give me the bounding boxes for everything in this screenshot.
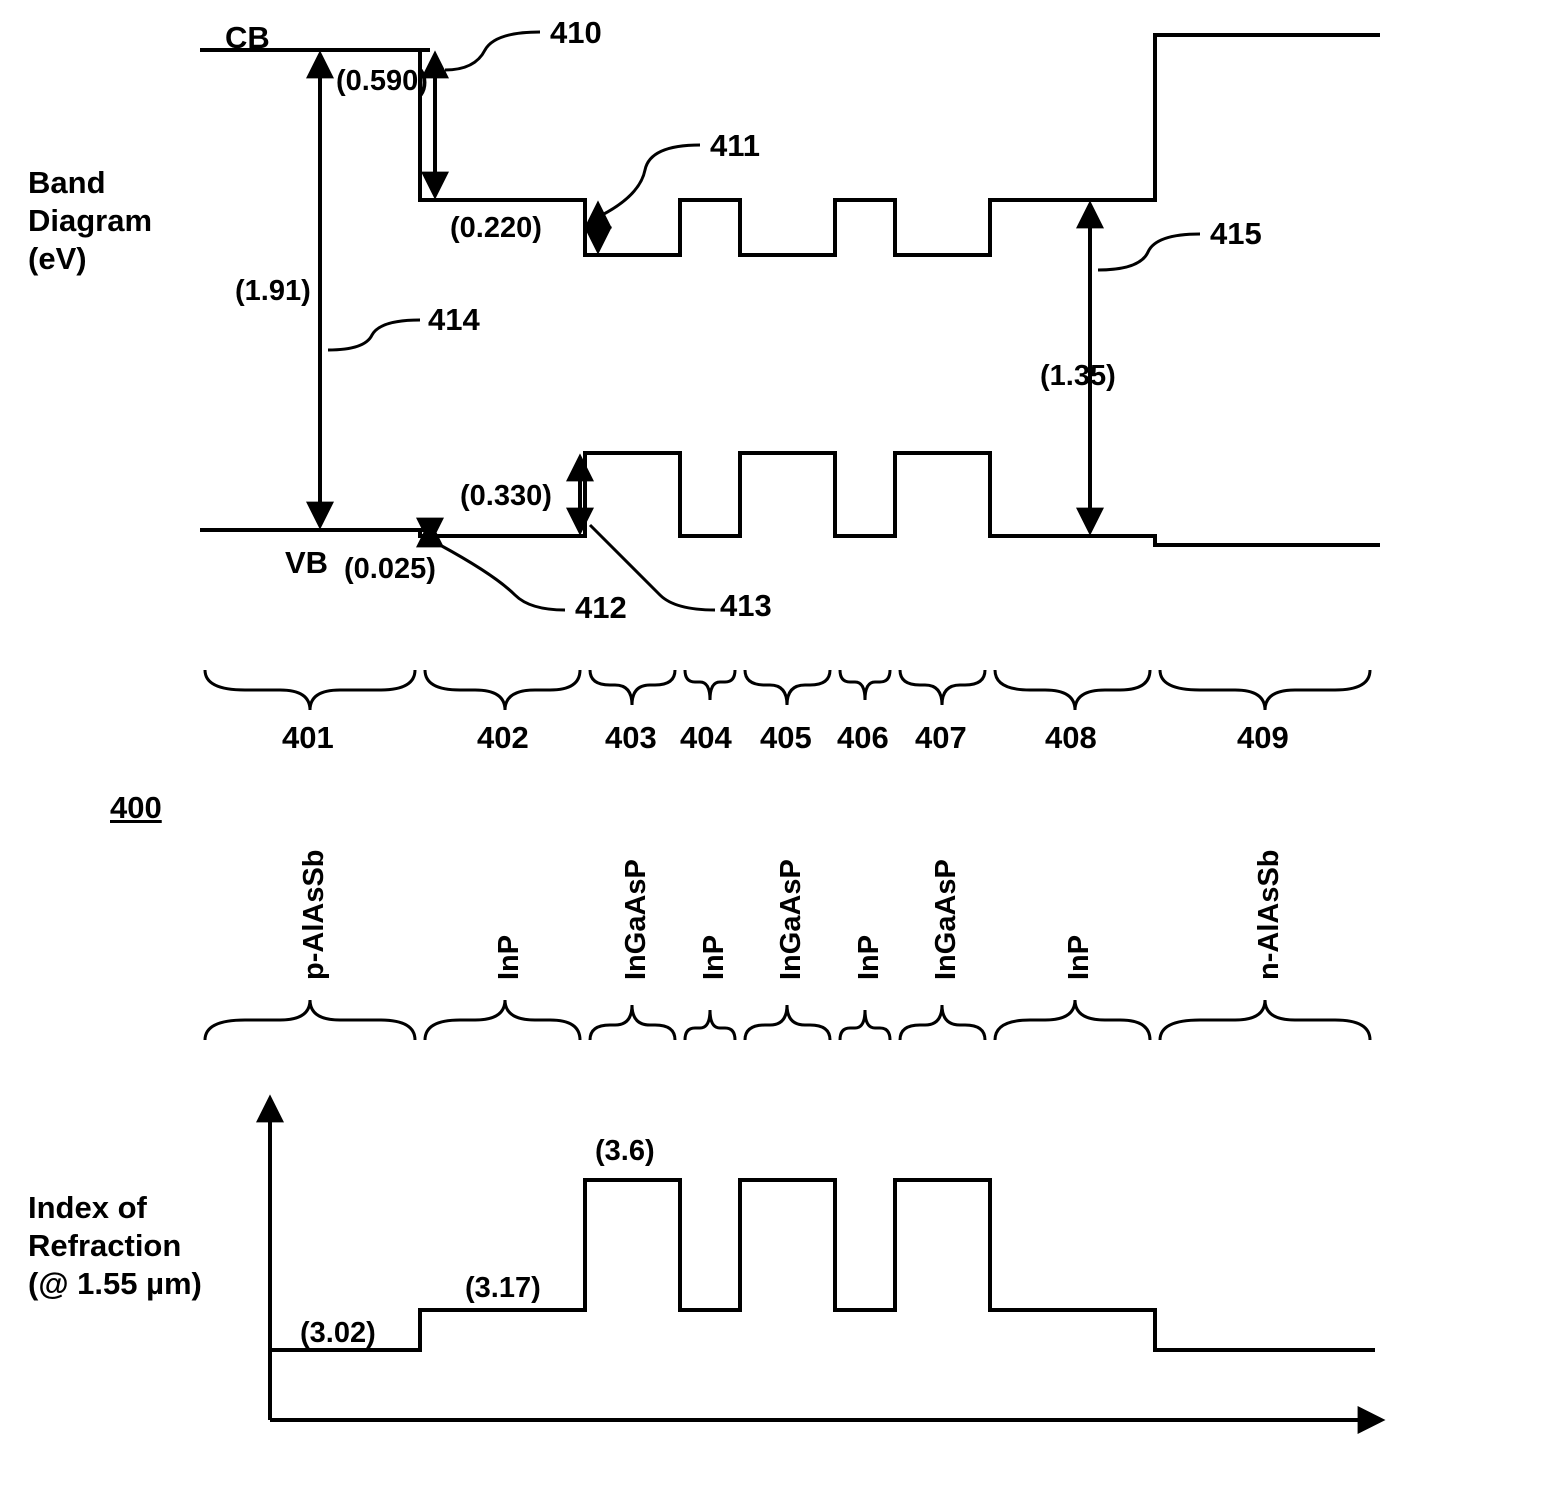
ref-414: 414: [428, 302, 480, 338]
val-410: (0.590): [336, 65, 428, 98]
layer-id-405: 405: [760, 720, 812, 756]
mat-403: InGaAsP: [620, 859, 653, 980]
ri-ylabel-3: (@ 1.55 µm): [28, 1266, 202, 1302]
val-412: (0.025): [344, 553, 436, 586]
ri-mid: (3.17): [465, 1272, 541, 1305]
ref-411: 411: [710, 128, 760, 164]
refractive-plot: [270, 1100, 1380, 1420]
layer-braces-top: [205, 670, 1370, 710]
layer-id-409: 409: [1237, 720, 1289, 756]
mat-409: n-AlAsSb: [1253, 850, 1286, 981]
band-diagram: [200, 32, 1380, 610]
layer-id-403: 403: [605, 720, 657, 756]
ref-410: 410: [550, 15, 602, 51]
figure-id: 400: [110, 790, 162, 826]
layer-id-402: 402: [477, 720, 529, 756]
mat-402: InP: [493, 935, 526, 980]
mat-401: p-AlAsSb: [298, 850, 331, 981]
band-ylabel-3: (eV): [28, 241, 87, 277]
ref-413: 413: [720, 588, 772, 624]
mat-406: InP: [853, 935, 886, 980]
mat-405: InGaAsP: [775, 859, 808, 980]
layer-id-401: 401: [282, 720, 334, 756]
mat-408: InP: [1063, 935, 1096, 980]
ref-415: 415: [1210, 216, 1262, 252]
band-ylabel-2: Diagram: [28, 203, 152, 239]
cb-label: CB: [225, 20, 270, 56]
val-413: (0.330): [460, 480, 552, 513]
ref-412: 412: [575, 590, 627, 626]
band-ylabel-1: Band: [28, 165, 106, 201]
ri-ylabel-1: Index of: [28, 1190, 147, 1226]
vb-label: VB: [285, 545, 328, 581]
mat-407: InGaAsP: [930, 859, 963, 980]
layer-id-407: 407: [915, 720, 967, 756]
layer-id-404: 404: [680, 720, 732, 756]
layer-braces-bottom: [205, 1000, 1370, 1040]
val-414: (1.91): [235, 275, 311, 308]
val-411: (0.220): [450, 212, 542, 245]
ri-ylabel-2: Refraction: [28, 1228, 181, 1264]
mat-404: InP: [698, 935, 731, 980]
ri-high: (3.6): [595, 1135, 655, 1168]
val-415: (1.35): [1040, 360, 1116, 393]
layer-id-408: 408: [1045, 720, 1097, 756]
layer-id-406: 406: [837, 720, 889, 756]
ri-low: (3.02): [300, 1317, 376, 1350]
